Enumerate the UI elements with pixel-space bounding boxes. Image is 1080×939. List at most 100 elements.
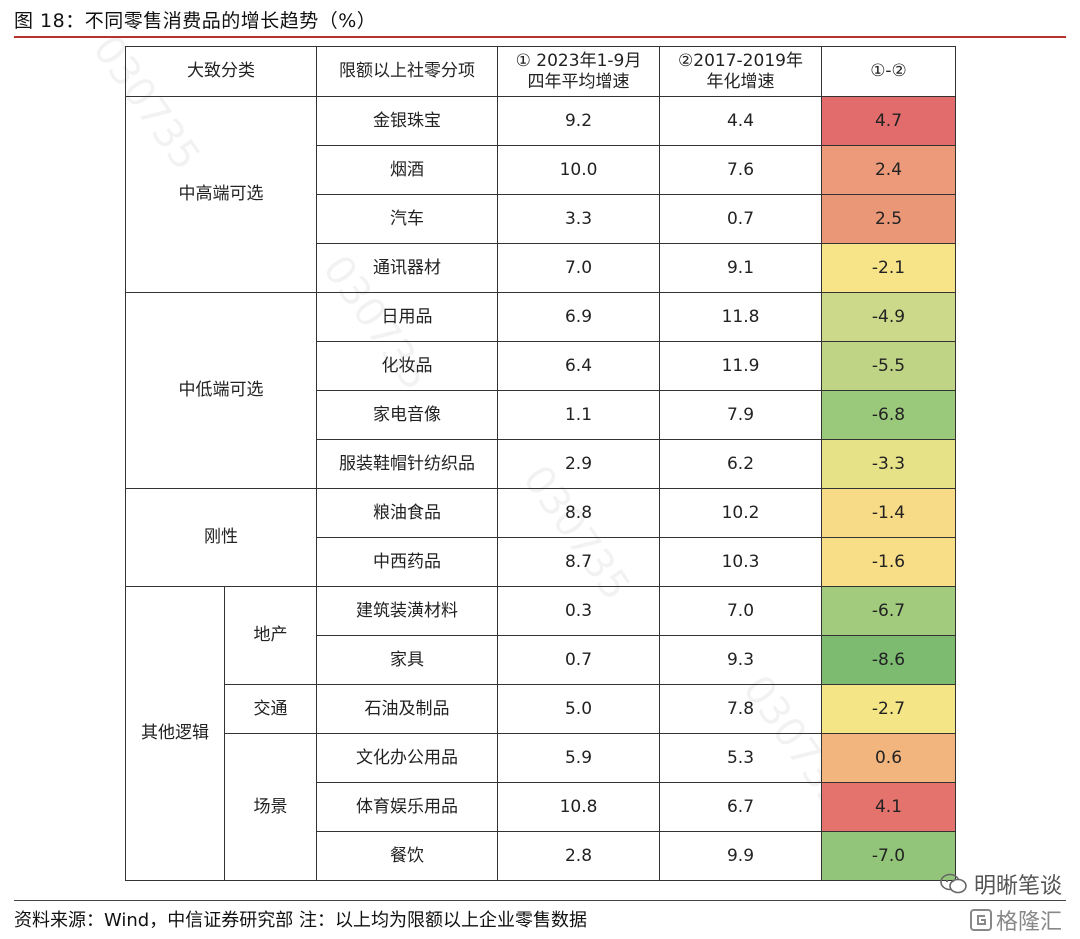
title-rule (14, 36, 1066, 38)
subcategory-cell: 地产 (224, 586, 317, 685)
item-cell: 体育娱乐用品 (316, 782, 498, 832)
wechat-brand: 明晰笔谈 (940, 868, 1062, 900)
diff-cell: -3.3 (821, 439, 956, 489)
table-row: 中西药品 8.7 10.3 -1.6 (126, 537, 956, 587)
growth-table: 大致分类 限额以上社零分项 ① 2023年1-9月 四年平均增速 ②2017-2019年… (125, 46, 956, 881)
subcategory-cell: 交通 (224, 684, 317, 734)
diff-cell: -1.4 (821, 488, 956, 538)
value-2023-cell: 5.0 (497, 684, 660, 734)
diff-cell: -2.1 (821, 243, 956, 293)
value-2023-cell: 6.9 (497, 292, 660, 342)
item-cell: 家具 (316, 635, 498, 685)
diff-cell: 4.7 (821, 96, 956, 146)
diff-cell: 0.6 (821, 733, 956, 783)
wechat-icon (940, 873, 967, 894)
item-cell: 餐饮 (316, 831, 498, 881)
item-cell: 烟酒 (316, 145, 498, 195)
header-diff: ①-② (821, 46, 956, 97)
table-row: 其他逻辑 地产 建筑装潢材料 0.3 7.0 -6.7 (125, 586, 956, 881)
value-2017-2019-cell: 7.9 (659, 390, 822, 440)
diff-cell: -4.9 (821, 292, 956, 342)
subcategory-cell: 场景 (224, 733, 317, 881)
value-2017-2019-cell: 10.2 (659, 488, 822, 538)
item-cell: 金银珠宝 (316, 96, 498, 146)
logo-brand-name: 格隆汇 (995, 910, 1062, 935)
value-2017-2019-cell: 0.7 (659, 194, 822, 244)
table-row: 交通 石油及制品 5.0 7.8 -2.7 (126, 684, 956, 734)
value-2023-cell: 6.4 (497, 341, 660, 391)
value-2017-2019-cell: 10.3 (659, 537, 822, 587)
table-row: 汽车 3.3 0.7 2.5 (126, 194, 956, 244)
value-2023-cell: 10.8 (497, 782, 660, 832)
table-row: 刚性 粮油食品 8.8 10.2 -1.4 (125, 488, 956, 587)
table-row: 烟酒 10.0 7.6 2.4 (126, 145, 956, 195)
value-2017-2019-cell: 9.3 (659, 635, 822, 685)
table-row: 服装鞋帽针纺织品 2.9 6.2 -3.3 (126, 439, 956, 489)
diff-cell: 2.5 (821, 194, 956, 244)
value-2017-2019-cell: 9.9 (659, 831, 822, 881)
diff-cell: 2.4 (821, 145, 956, 195)
category-cell: 刚性 (125, 488, 317, 587)
wechat-brand-name: 明晰笔谈 (973, 874, 1062, 899)
value-2017-2019-cell: 11.9 (659, 341, 822, 391)
value-2017-2019-cell: 6.2 (659, 439, 822, 489)
item-cell: 建筑装潢材料 (316, 586, 498, 636)
item-cell: 服装鞋帽针纺织品 (316, 439, 498, 489)
table-row: 家具 0.7 9.3 -8.6 (126, 635, 956, 685)
table-row: 餐饮 2.8 9.9 -7.0 (126, 831, 956, 881)
item-cell: 文化办公用品 (316, 733, 498, 783)
figure-title: 图 18：不同零售消费品的增长趋势（%） (14, 10, 377, 32)
value-2023-cell: 7.0 (497, 243, 660, 293)
table-row: 场景 文化办公用品 5.9 5.3 0.6 (126, 733, 956, 881)
value-2017-2019-cell: 5.3 (659, 733, 822, 783)
value-2023-cell: 0.3 (497, 586, 660, 636)
category-cell: 中低端可选 (125, 292, 317, 489)
value-2017-2019-cell: 7.6 (659, 145, 822, 195)
diff-cell: -5.5 (821, 341, 956, 391)
table-row: 家电音像 1.1 7.9 -6.8 (126, 390, 956, 440)
diff-cell: -6.7 (821, 586, 956, 636)
header-v1: ① 2023年1-9月 四年平均增速 (497, 46, 660, 97)
value-2023-cell: 2.8 (497, 831, 660, 881)
category-cell: 其他逻辑 (125, 586, 225, 881)
value-2017-2019-cell: 4.4 (659, 96, 822, 146)
header-v2: ②2017-2019年 年化增速 (659, 46, 822, 97)
value-2023-cell: 2.9 (497, 439, 660, 489)
footer-rule (14, 900, 1066, 901)
item-cell: 粮油食品 (316, 488, 498, 538)
value-2023-cell: 8.8 (497, 488, 660, 538)
header-item: 限额以上社零分项 (316, 46, 498, 97)
header-row: 大致分类 限额以上社零分项 ① 2023年1-9月 四年平均增速 ②2017-2019年… (125, 46, 956, 97)
diff-cell: -1.6 (821, 537, 956, 587)
logo-brand: 格隆汇 (969, 904, 1062, 936)
diff-cell: -6.8 (821, 390, 956, 440)
item-cell: 石油及制品 (316, 684, 498, 734)
value-2017-2019-cell: 9.1 (659, 243, 822, 293)
diff-cell: -8.6 (821, 635, 956, 685)
item-cell: 化妆品 (316, 341, 498, 391)
item-cell: 日用品 (316, 292, 498, 342)
item-cell: 通讯器材 (316, 243, 498, 293)
table-row: 化妆品 6.4 11.9 -5.5 (126, 341, 956, 391)
value-2017-2019-cell: 7.0 (659, 586, 822, 636)
table-row: 中高端可选 金银珠宝 9.2 4.4 4.7 (125, 96, 956, 293)
value-2017-2019-cell: 7.8 (659, 684, 822, 734)
value-2017-2019-cell: 11.8 (659, 292, 822, 342)
value-2023-cell: 3.3 (497, 194, 660, 244)
value-2017-2019-cell: 6.7 (659, 782, 822, 832)
category-cell: 中高端可选 (125, 96, 317, 293)
source-note: 资料来源：Wind，中信证券研究部 注：以上均为限额以上企业零售数据 (14, 910, 587, 931)
g-logo-icon (969, 909, 992, 931)
value-2023-cell: 0.7 (497, 635, 660, 685)
item-cell: 家电音像 (316, 390, 498, 440)
header-category: 大致分类 (125, 46, 317, 97)
item-cell: 中西药品 (316, 537, 498, 587)
diff-cell: -2.7 (821, 684, 956, 734)
item-cell: 汽车 (316, 194, 498, 244)
value-2023-cell: 1.1 (497, 390, 660, 440)
table-row: 通讯器材 7.0 9.1 -2.1 (126, 243, 956, 293)
value-2023-cell: 9.2 (497, 96, 660, 146)
table-row: 中低端可选 日用品 6.9 11.8 -4.9 (125, 292, 956, 489)
value-2023-cell: 5.9 (497, 733, 660, 783)
value-2023-cell: 8.7 (497, 537, 660, 587)
